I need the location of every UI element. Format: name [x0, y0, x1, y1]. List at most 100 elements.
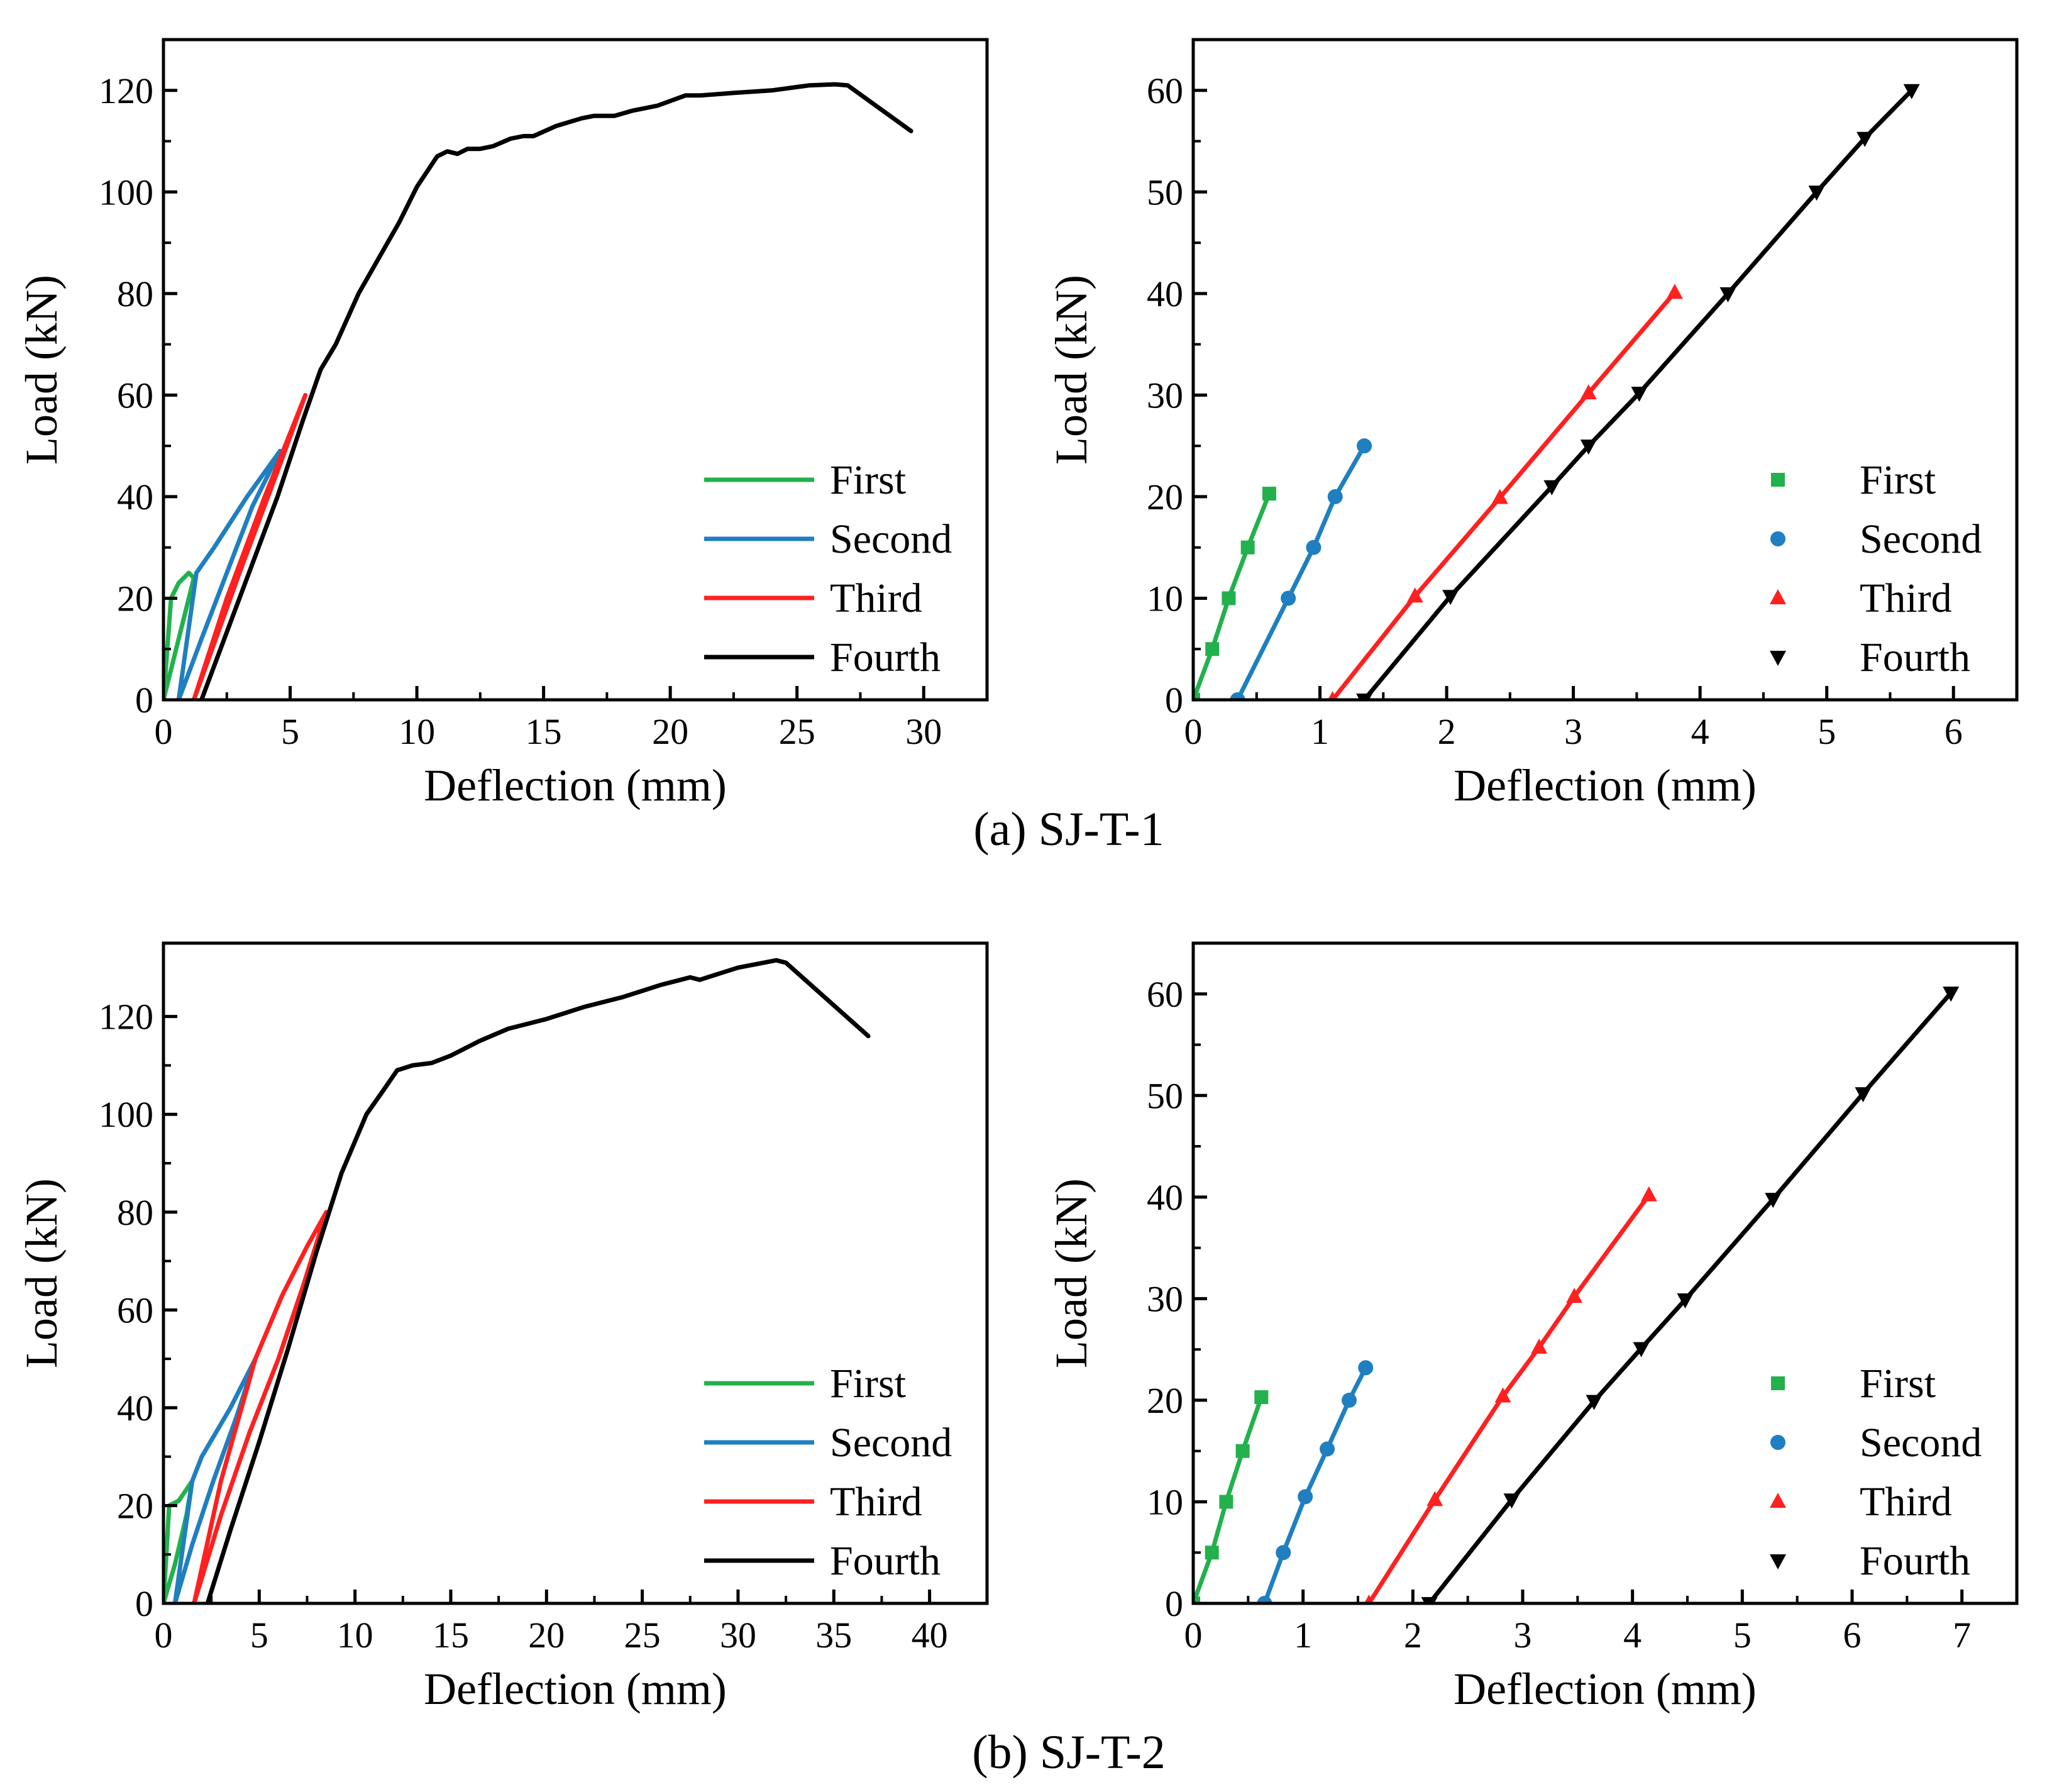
x-tick-label: 0 [155, 1615, 173, 1656]
x-tick-label: 0 [1184, 1615, 1203, 1656]
data-point-second [1257, 1596, 1272, 1603]
data-point-fourth [1580, 440, 1597, 455]
data-point-third [1426, 1491, 1443, 1507]
x-tick-label: 25 [779, 711, 815, 752]
data-point-third [1406, 587, 1423, 603]
data-point-third [1666, 284, 1683, 299]
y-tick-label: 50 [1147, 172, 1183, 213]
series-fourth [1421, 987, 1960, 1603]
data-point-first [1240, 540, 1255, 555]
x-tick-label: 4 [1691, 711, 1709, 752]
series-line-fourth [1427, 990, 1953, 1603]
data-point-fourth [1855, 1087, 1872, 1103]
data-point-third [1491, 489, 1508, 504]
data-point-fourth [1857, 131, 1873, 147]
data-point-third [1566, 1288, 1583, 1303]
x-tick-label: 3 [1514, 1615, 1532, 1656]
legend-marker-first [1771, 1376, 1785, 1390]
y-tick-label: 30 [1147, 375, 1183, 416]
legend-label-third: Third [830, 575, 922, 621]
data-point-second [1276, 1545, 1291, 1561]
series-first [1193, 487, 1276, 700]
x-tick-label: 5 [1818, 711, 1836, 752]
y-tick-label: 100 [99, 1094, 153, 1135]
series-line-fourth [199, 82, 913, 700]
legend-label-first: First [1860, 1361, 1936, 1407]
y-tick-label: 120 [99, 70, 153, 111]
x-tick-label: 6 [1843, 1615, 1862, 1656]
legend-marker-third [1770, 1493, 1786, 1508]
legend-label-third: Third [1860, 575, 1952, 621]
x-tick-label: 1 [1311, 711, 1329, 752]
x-tick-label: 30 [720, 1615, 756, 1656]
data-point-fourth [1442, 590, 1459, 606]
data-point-third [1531, 1338, 1548, 1354]
x-axis-label: Deflection (mm) [424, 760, 727, 810]
legend-label-first: First [830, 1361, 906, 1407]
y-tick-label: 80 [117, 274, 153, 314]
x-tick-label: 2 [1404, 1615, 1422, 1656]
series-first [1193, 1390, 1269, 1603]
x-axis-label: Deflection (mm) [424, 1664, 727, 1714]
legend-label-fourth: Fourth [830, 634, 941, 680]
x-tick-label: 20 [652, 711, 688, 752]
chart-1: 0 5 10 15 20 25 30 0 20 40 60 80 100 120 Deflection (m… [16, 38, 989, 810]
plot-frame [162, 941, 989, 1605]
data-point-third [1580, 384, 1597, 400]
series-line-second [1235, 443, 1367, 700]
y-tick-label: 40 [1147, 274, 1183, 314]
chart-3: 0 5 10 15 20 25 30 35 40 0 20 40 60 80 100 120 Deflectio… [16, 941, 989, 1714]
data-point-third [1328, 691, 1338, 700]
legend-label-third: Third [1860, 1479, 1952, 1525]
x-tick-label: 10 [337, 1615, 373, 1656]
legend-label-first: First [830, 457, 906, 503]
x-tick-label: 15 [433, 1615, 469, 1656]
y-tick-label: 60 [1147, 974, 1183, 1015]
data-point-fourth [1808, 185, 1825, 201]
data-point-fourth [1543, 480, 1560, 495]
data-point-fourth [1677, 1293, 1694, 1308]
x-tick-label: 25 [624, 1615, 661, 1656]
legend: First Second Third Fourth [1770, 457, 1982, 680]
plot-frame [1191, 941, 2019, 1605]
y-tick-label: 20 [117, 1485, 153, 1526]
y-tick-label: 10 [1147, 1481, 1183, 1522]
data-point-fourth [1586, 1395, 1603, 1410]
legend-label-first: First [1860, 457, 1936, 503]
series-line-third [1367, 1193, 1652, 1603]
x-axis-label: Deflection (mm) [1454, 1664, 1757, 1714]
x-tick-label: 1 [1294, 1615, 1312, 1656]
legend-marker-first [1771, 473, 1785, 487]
series-line-second [176, 448, 282, 700]
series-third [1364, 1186, 1657, 1603]
data-point-first [1219, 1495, 1233, 1509]
data-point-fourth [1719, 287, 1736, 302]
y-tick-label: 20 [1147, 1380, 1183, 1421]
legend-label-second: Second [1860, 1420, 1982, 1466]
x-tick-label: 30 [905, 711, 942, 752]
x-tick-label: 5 [250, 1615, 268, 1656]
y-tick-label: 20 [117, 578, 153, 619]
data-point-third [1640, 1186, 1657, 1202]
x-tick-label: 20 [528, 1615, 565, 1656]
data-point-first [1193, 693, 1200, 700]
x-tick-label: 40 [912, 1615, 948, 1656]
data-point-fourth [1943, 987, 1960, 1002]
series-third [192, 1210, 329, 1603]
caption-a: (a) SJ-T-1 [973, 803, 1164, 856]
series-fourth [199, 82, 913, 700]
x-tick-label: 15 [526, 711, 562, 752]
data-point-fourth [1903, 84, 1920, 99]
series-fourth [205, 958, 871, 1603]
series-line-third [192, 1210, 329, 1603]
data-point-second [1298, 1489, 1313, 1505]
series-third [191, 392, 308, 700]
data-point-first [1205, 642, 1220, 656]
y-tick-label: 40 [117, 477, 153, 517]
legend-label-second: Second [830, 1420, 952, 1466]
x-tick-label: 7 [1953, 1615, 1971, 1656]
y-axis-label: Load (kN) [1046, 1178, 1096, 1368]
y-tick-label: 0 [1165, 1583, 1183, 1624]
y-tick-label: 30 [1147, 1278, 1183, 1319]
